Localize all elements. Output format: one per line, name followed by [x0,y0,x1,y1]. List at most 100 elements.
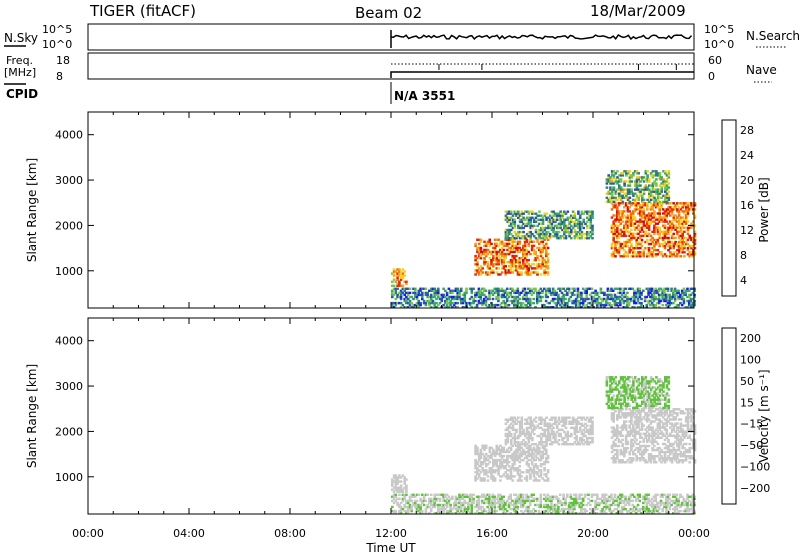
power-cell [483,263,486,265]
power-cell [667,237,670,239]
power-cell [409,300,412,302]
power-cell [639,191,642,193]
velocity-cell [632,457,635,459]
velocity-cell [668,380,671,382]
velocity-cell [575,427,578,429]
velocity-cell [648,414,651,416]
power-cell [669,206,672,208]
velocity-cell [558,423,561,425]
power-cell [616,227,619,229]
power-cell [650,199,653,201]
velocity-cell [621,429,624,431]
velocity-cell [499,479,502,481]
power-cell [396,277,399,279]
velocity-cell [549,437,552,439]
velocity-cell [506,437,509,439]
power-cell [652,184,655,186]
velocity-cell [668,399,671,401]
power-cell [621,220,624,222]
power-cell [641,195,644,197]
velocity-cell [680,418,683,420]
velocity-cell [606,380,609,382]
power-cell [532,302,535,304]
nsky-trace [391,30,692,48]
velocity-cell [430,494,433,496]
power-cell [403,270,406,272]
power-cell [535,229,538,231]
velocity-cell [559,433,562,435]
power-cell [668,170,671,172]
power-cell [657,223,660,225]
velocity-cell [659,401,662,403]
freq-tick-bottom: 8 [56,70,63,83]
power-cell [582,219,585,221]
power-cell [529,235,532,237]
velocity-cell [513,463,516,465]
velocity-cell [678,447,681,449]
power-cell [535,237,538,239]
radar-title: TIGER (fitACF) [89,2,196,20]
power-cell [613,174,616,176]
velocity-cell [439,498,442,500]
power-cell [668,199,671,201]
velocity-cell [579,427,582,429]
velocity-cell [634,397,637,399]
velocity-cell [476,449,479,451]
power-cell [586,225,589,227]
velocity-cell [655,441,658,443]
power-cell [520,292,523,294]
power-cell [565,235,568,237]
power-cell [630,180,633,182]
power-cell [430,294,433,296]
velocity-cell [547,461,550,463]
power-cell [655,178,658,180]
power-cell [502,300,505,302]
velocity-cell [481,467,484,469]
power-cell [627,227,630,229]
velocity-cell [403,476,406,478]
power-cell [570,225,573,227]
velocity-cell [637,378,640,380]
power-cell [591,288,594,290]
velocity-cell [552,431,555,433]
power-cell [545,300,548,302]
power-cell [480,247,483,249]
power-cell [653,197,656,199]
power-cell [606,186,609,188]
power-cell [606,197,609,199]
velocity-cell [558,443,561,445]
power-cell [568,288,571,290]
power-cell [580,292,583,294]
velocity-cell [395,510,398,512]
cpid-label: CPID [6,87,38,101]
velocity-cell [616,388,619,390]
velocity-cell [641,437,644,439]
power-cell [487,261,490,263]
power-cell [492,298,495,300]
velocity-cell [543,467,546,469]
velocity-cell [416,500,419,502]
velocity-cell [398,498,401,500]
power-cell [529,298,532,300]
power-cell [666,220,669,222]
nsky-label: N.Sky [4,31,38,45]
velocity-cell [508,431,511,433]
velocity-cell [652,378,655,380]
velocity-cell [662,390,665,392]
power-cell [540,253,543,255]
velocity-cell [591,427,594,429]
power-cell [632,233,635,235]
power-cell [570,296,573,298]
power-cell [535,221,538,223]
power-cell [549,233,552,235]
velocity-cell [572,423,575,425]
power-cell [402,277,405,279]
power-cell [646,170,649,172]
power-cell [529,253,532,255]
velocity-cell [568,417,571,419]
freq-tick-top: 18 [56,54,70,67]
velocity-cell [664,414,667,416]
power-cell [534,288,537,290]
velocity-cell [629,380,632,382]
power-cell [668,174,671,176]
